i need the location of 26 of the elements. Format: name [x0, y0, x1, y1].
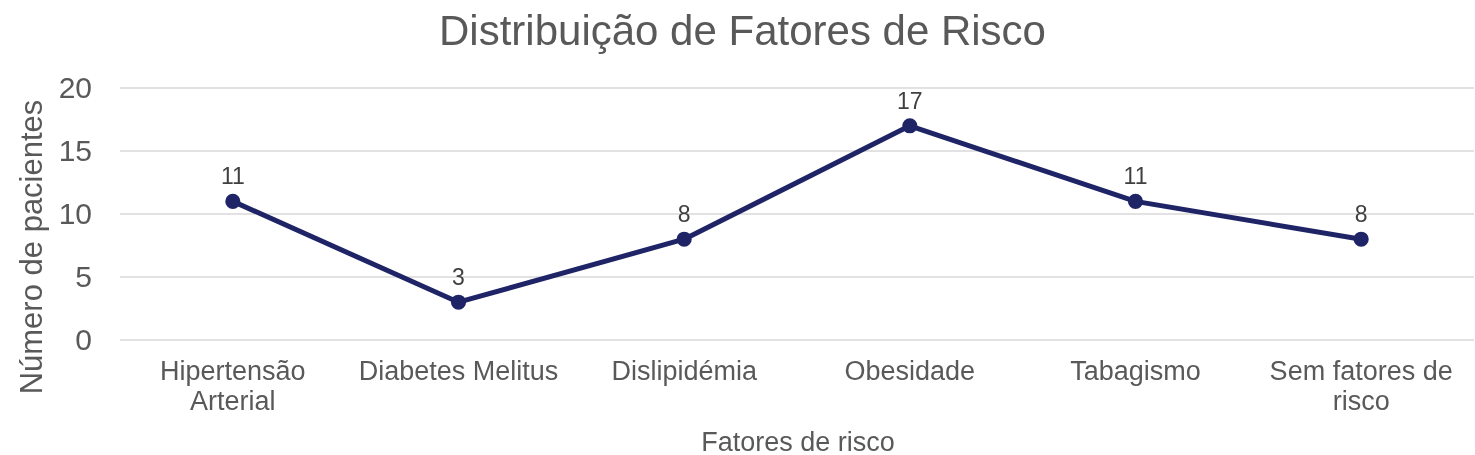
data-label: 17	[897, 87, 923, 114]
x-axis-title: Fatores de risco	[701, 427, 895, 455]
y-tick-label: 5	[75, 260, 92, 294]
x-tick-label: Diabetes Melitus	[358, 356, 559, 387]
point	[1127, 193, 1144, 209]
x-tick-label: Obesidade	[844, 356, 976, 387]
point	[1353, 231, 1369, 247]
data-label: 3	[452, 264, 465, 291]
y-tick-label: 15	[58, 134, 92, 168]
x-tick-label: Hipertensão Arterial	[160, 356, 306, 417]
x-tick-label: Dislipidémia	[611, 356, 758, 387]
data-label: 11	[220, 163, 245, 190]
chart-title: Distribuição de Fatores de Risco	[439, 7, 1046, 54]
data-label: 8	[677, 201, 691, 228]
point	[676, 231, 692, 247]
point	[450, 294, 467, 310]
x-tick-label: Tabagismo	[1070, 356, 1201, 387]
data-label: 8	[1354, 201, 1368, 228]
point	[902, 118, 918, 134]
y-tick-label: 10	[58, 197, 92, 231]
data-label: 11	[1123, 163, 1148, 190]
point	[225, 193, 241, 209]
y-tick-label: 20	[58, 71, 92, 105]
x-tick-label: Sem fatores de risco	[1269, 356, 1453, 417]
y-axis-title: Número de pacientes	[14, 99, 49, 395]
y-tick-label: 0	[75, 323, 92, 357]
